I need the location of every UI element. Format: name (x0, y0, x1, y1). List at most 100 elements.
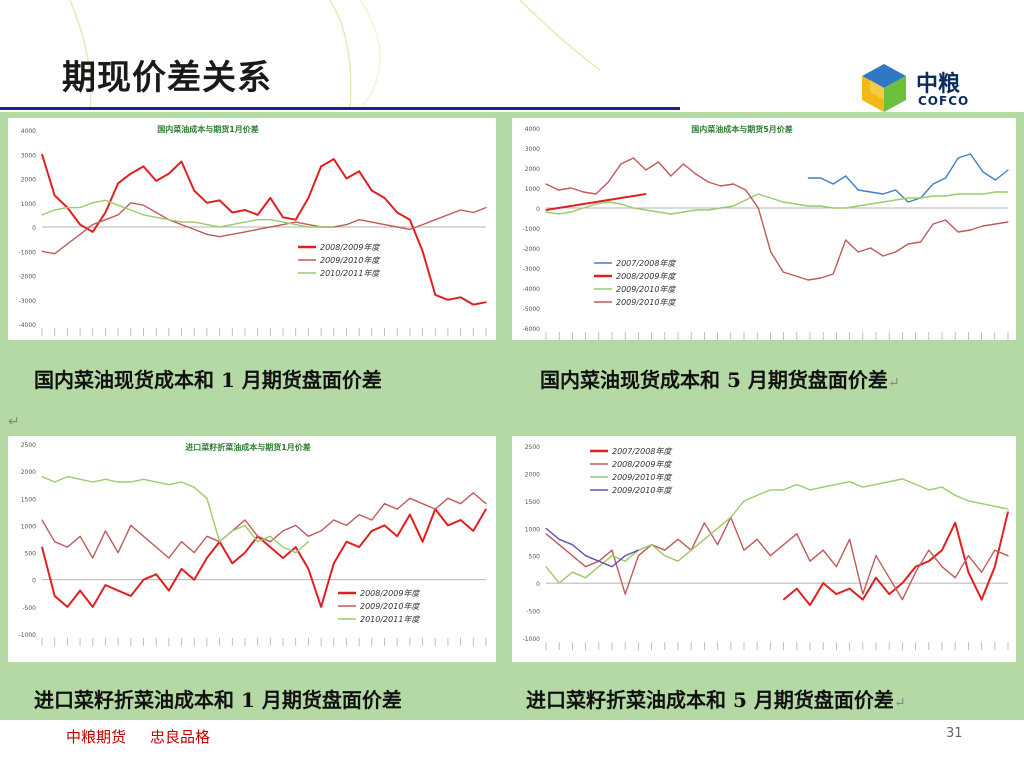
y-tick-label: 1500 (525, 499, 540, 506)
data-point (845, 207, 847, 209)
data-point (645, 169, 647, 171)
data-point (383, 524, 386, 526)
data-point (607, 201, 609, 203)
data-point (409, 514, 411, 516)
data-point (796, 533, 798, 535)
data-point (54, 194, 56, 197)
caption-text: 进口菜籽折菜油成本和 5 月期货盘面价差 (526, 688, 894, 712)
data-point (244, 524, 246, 526)
data-point (41, 476, 43, 478)
data-point (822, 549, 824, 551)
data-point (396, 508, 398, 510)
data-point (558, 544, 560, 546)
data-point (595, 201, 597, 203)
data-point (79, 478, 81, 480)
data-point (231, 233, 233, 235)
data-point (570, 211, 572, 213)
data-point (168, 219, 170, 221)
legend-label: 2009/2010年度 (612, 473, 673, 482)
data-point (954, 577, 956, 579)
data-point (845, 175, 847, 177)
legend-label: 2007/2008年度 (612, 447, 673, 456)
data-point (670, 175, 672, 177)
caption-text: 国内菜油现货成本和 1 月期货盘面价差 (34, 368, 382, 392)
data-point (269, 226, 271, 228)
y-tick-label: 500 (529, 554, 541, 561)
y-tick-label: -3000 (523, 266, 541, 273)
data-point (832, 207, 834, 209)
data-point (796, 588, 798, 590)
data-point (409, 497, 411, 499)
data-point (180, 221, 183, 223)
series-line (545, 527, 639, 568)
y-tick-label: -4000 (19, 322, 37, 329)
y-tick-label: -2000 (523, 246, 541, 253)
data-point (901, 478, 903, 480)
data-point (104, 478, 106, 480)
data-point (307, 535, 309, 537)
data-point (193, 221, 195, 223)
data-point (757, 193, 759, 195)
data-point (231, 562, 233, 564)
data-point (717, 544, 719, 546)
data-point (901, 599, 903, 601)
data-point (545, 533, 547, 535)
data-point (795, 275, 797, 277)
data-point (193, 228, 195, 230)
chart-1-domestic-jan: 4000 3000 2000 1000 0 -1000 -2000 -3000 -4000 国内菜… (8, 118, 496, 340)
data-point (994, 505, 996, 507)
data-point (845, 239, 847, 241)
title-underline (0, 107, 680, 110)
data-point (932, 223, 934, 225)
data-point (707, 209, 709, 211)
data-point (849, 588, 851, 590)
data-point (320, 226, 322, 228)
data-point (820, 205, 822, 207)
data-point (557, 189, 560, 191)
data-point (857, 251, 859, 253)
data-point (345, 541, 348, 543)
footer-branding: 中粮期货 忠良品格 (66, 726, 234, 747)
data-point (409, 219, 411, 221)
data-point (269, 219, 271, 221)
data-point (244, 552, 246, 554)
y-tick-label: 1000 (21, 201, 36, 208)
data-point (558, 538, 560, 540)
data-point (269, 197, 271, 199)
data-point (651, 544, 653, 546)
data-point (142, 165, 145, 167)
data-point (632, 157, 634, 159)
data-point (472, 530, 474, 532)
data-point (770, 197, 772, 199)
data-point (117, 182, 119, 184)
data-point (295, 524, 297, 526)
data-point (92, 606, 94, 608)
data-point (882, 201, 884, 203)
data-point (585, 555, 587, 557)
data-point (485, 301, 487, 303)
data-point (967, 500, 969, 502)
data-point (422, 503, 424, 505)
data-point (130, 209, 132, 211)
data-point (345, 224, 348, 226)
data-point (257, 535, 259, 537)
legend-label: 2008/2009年度 (320, 243, 381, 252)
y-tick-label: 4000 (525, 126, 540, 133)
data-point (695, 209, 697, 211)
data-point (875, 555, 877, 557)
data-point (117, 552, 119, 554)
chart-3-import-jan: 2500 2000 1500 1000 500 0 -500 -1000 进口菜籽折菜油成本与期… (8, 436, 496, 662)
data-point (66, 606, 68, 608)
data-point (982, 193, 984, 195)
data-point (745, 199, 747, 201)
data-point (447, 524, 449, 526)
cofco-logo: 中粮 COFCO (856, 60, 976, 116)
data-point (104, 584, 106, 586)
return-mark: ↵ (8, 414, 20, 430)
data-point (981, 599, 983, 601)
data-point (79, 207, 81, 209)
data-point (920, 241, 922, 243)
data-point (969, 229, 972, 231)
data-point (269, 535, 271, 537)
y-tick-label: 0 (536, 581, 540, 588)
